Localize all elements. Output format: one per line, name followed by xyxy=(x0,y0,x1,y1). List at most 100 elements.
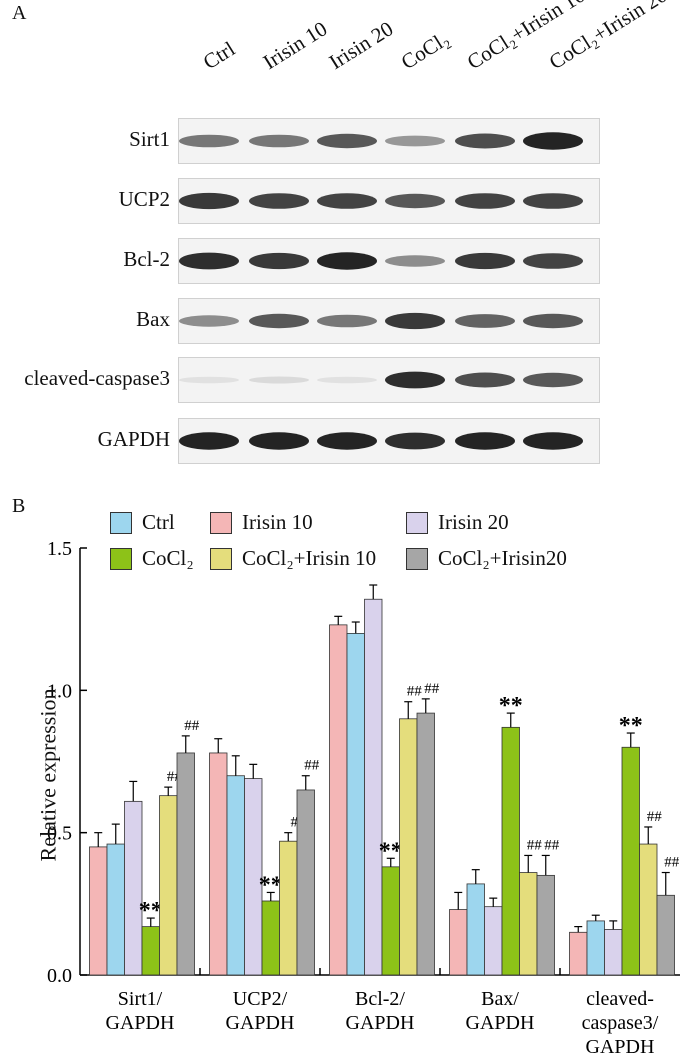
legend-label: CoCl₂+Irisin 10 xyxy=(242,546,377,570)
blot-band xyxy=(455,432,515,450)
blot-strip xyxy=(178,298,600,344)
bar xyxy=(604,929,623,976)
blot-label: GAPDH xyxy=(97,427,170,451)
blot-band xyxy=(317,252,377,270)
bar xyxy=(261,900,280,976)
legend-swatch xyxy=(406,511,428,534)
blot-band xyxy=(523,313,583,329)
significance-label: # xyxy=(291,815,299,831)
significance-label: ** xyxy=(259,872,283,898)
x-category-label: GAPDH xyxy=(106,1012,175,1034)
blot-strip xyxy=(178,118,600,164)
y-tick-label: 1.0 xyxy=(47,680,72,702)
significance-label: ## xyxy=(544,837,560,853)
x-category-label: GAPDH xyxy=(466,1012,535,1034)
bar xyxy=(329,624,348,976)
blot-band xyxy=(523,193,583,209)
significance-label: ## xyxy=(424,681,440,697)
bar xyxy=(569,931,588,976)
x-category-label: GAPDH xyxy=(226,1012,295,1034)
panel-b-label: B xyxy=(12,495,26,517)
blot-band xyxy=(523,253,583,269)
legend-item: Irisin 10 xyxy=(210,510,313,535)
legend-item: CoCl₂+Irisin 10 xyxy=(210,546,376,571)
blot-band xyxy=(385,312,445,330)
bar xyxy=(279,840,298,976)
blot-band xyxy=(317,376,377,384)
legend-label: CoCl₂+Irisin20 xyxy=(438,546,567,570)
bar xyxy=(209,752,228,976)
x-category-label: GAPDH xyxy=(586,1036,655,1058)
blot-band xyxy=(523,372,583,388)
significance-label: ## xyxy=(184,718,200,734)
blot-band xyxy=(249,376,309,384)
bar xyxy=(141,926,160,976)
x-category-label: cleaved- xyxy=(586,988,654,1010)
x-category-label: Sirt1/ xyxy=(118,988,163,1010)
blot-band xyxy=(317,133,377,149)
blot-band xyxy=(249,432,309,450)
blot-strip xyxy=(178,357,600,403)
bar xyxy=(621,746,640,976)
blot-band xyxy=(179,192,239,210)
blot-strip xyxy=(178,418,600,464)
significance-label: ** xyxy=(619,713,643,739)
blot-band xyxy=(179,134,239,148)
chart-legend: Ctrl Irisin 10 Irisin 20 CoCl₂ CoCl₂+Irisin … xyxy=(110,510,670,580)
blot-band xyxy=(385,432,445,450)
legend-label: Irisin 20 xyxy=(438,510,509,534)
y-tick-label: 0.5 xyxy=(47,823,72,845)
bar xyxy=(449,909,468,976)
legend-swatch xyxy=(210,547,232,570)
blot-band xyxy=(249,134,309,148)
blot-band xyxy=(179,315,239,327)
bar xyxy=(484,906,503,976)
significance-label: ## xyxy=(407,684,423,700)
significance-label: ** xyxy=(499,693,523,719)
bar xyxy=(639,843,658,976)
significance-label: ## xyxy=(527,837,543,853)
blot-strip xyxy=(178,178,600,224)
blot-band xyxy=(385,135,445,147)
blot-band xyxy=(385,255,445,267)
legend-label: Irisin 10 xyxy=(242,510,313,534)
bar xyxy=(124,800,143,976)
legend-label: Ctrl xyxy=(142,510,175,534)
blot-band xyxy=(455,252,515,270)
legend-swatch xyxy=(110,511,132,534)
blot-band xyxy=(385,193,445,209)
bar xyxy=(106,843,125,976)
blot-band xyxy=(249,252,309,270)
legend-swatch xyxy=(406,547,428,570)
panel-a-label: A xyxy=(12,2,27,24)
blot-label: Sirt1 xyxy=(129,127,170,151)
blot-band xyxy=(317,314,377,328)
blot-band xyxy=(523,132,583,150)
y-tick-label: 1.5 xyxy=(47,538,72,560)
bar xyxy=(519,872,538,976)
blot-label: Bcl-2 xyxy=(123,247,170,271)
blot-band xyxy=(249,313,309,329)
significance-label: ## xyxy=(647,809,663,825)
legend-swatch xyxy=(110,547,132,570)
bar xyxy=(226,775,245,976)
legend-swatch xyxy=(210,511,232,534)
significance-label: ** xyxy=(379,838,403,864)
bar xyxy=(364,598,383,976)
bar xyxy=(536,874,555,976)
x-category-label: caspase3/ xyxy=(582,1012,659,1034)
bar xyxy=(399,718,418,976)
blot-strip xyxy=(178,238,600,284)
significance-label: ** xyxy=(139,898,163,924)
blot-label: cleaved-caspase3 xyxy=(24,366,170,390)
x-category-label: Bcl-2/ xyxy=(355,988,405,1010)
bar xyxy=(296,789,315,976)
blot-band xyxy=(455,372,515,388)
x-category-label: GAPDH xyxy=(346,1012,415,1034)
blot-band xyxy=(179,376,239,384)
blot-band xyxy=(455,133,515,149)
significance-label: ## xyxy=(664,855,680,871)
bar xyxy=(586,920,605,976)
bar xyxy=(159,795,178,976)
